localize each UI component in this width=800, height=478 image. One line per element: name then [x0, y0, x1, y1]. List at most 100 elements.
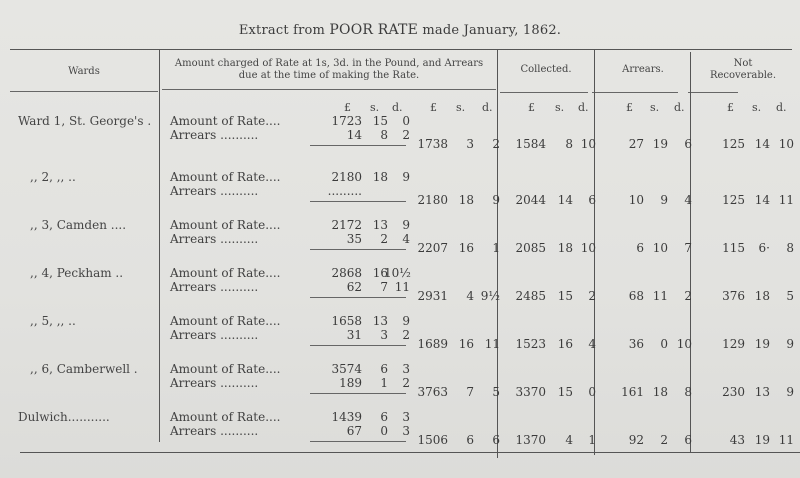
title-caps: POOR RATE [329, 22, 419, 38]
arrears-shillings: 18 [652, 385, 668, 399]
not-recoverable-shillings: 14 [754, 193, 770, 207]
header-collected: Collected. [520, 64, 572, 75]
arrears-due-shillings: 0 [380, 424, 388, 438]
total-pence: 5 [492, 385, 500, 399]
unit-pence-total: d. [482, 101, 493, 114]
arrears-due-shillings: 2 [380, 232, 388, 246]
arrears-pence: 10 [676, 337, 692, 351]
arrears-due-pence: 4 [402, 232, 410, 246]
unit-pence-collected: d. [578, 101, 589, 114]
not-recoverable-pounds: 230 [722, 385, 745, 399]
total-pounds: 2931 [417, 289, 448, 303]
rate-pounds: 1723 [331, 114, 362, 128]
rate-shillings: 6 [380, 362, 388, 376]
collected-pounds: 1584 [515, 137, 546, 151]
arrears-due-label: Arrears .......... [170, 424, 259, 438]
arrears-due-label: Arrears .......... [170, 376, 259, 390]
arrears-due-shillings: 3 [380, 328, 388, 342]
not-recoverable-shillings: 18 [754, 289, 770, 303]
rate-shillings: 13 [372, 218, 388, 232]
wards-header-underline [10, 91, 158, 92]
header-notrec-line1: Not [733, 58, 753, 69]
rate-shillings: 15 [372, 114, 388, 128]
arrears-due-label: Arrears .......... [170, 128, 259, 142]
unit-pence-rate: d. [392, 101, 403, 114]
header-amount-charged: Amount charged of Rate at 1s, 3d. in the… [162, 58, 496, 82]
total-shillings: 7 [466, 385, 474, 399]
rate-shillings: 16 [372, 266, 388, 280]
subtotal-rule [310, 145, 406, 146]
total-pounds: 2207 [417, 241, 448, 255]
amount-header-underline [162, 89, 496, 90]
arrears-due-pounds: ......... [327, 184, 362, 198]
rate-pounds: 1439 [331, 410, 362, 424]
arrears-shillings: 11 [652, 289, 668, 303]
arrears-shillings: 19 [652, 137, 668, 151]
rate-pounds: 3574 [331, 362, 362, 376]
collected-pence: 10 [580, 137, 596, 151]
arrears-shillings: 0 [660, 337, 668, 351]
unit-shillings-total: s. [456, 101, 466, 114]
total-shillings: 3 [466, 137, 474, 151]
collected-pence: 0 [588, 385, 596, 399]
subtotal-rule [310, 249, 406, 250]
collected-shillings: 15 [557, 289, 573, 303]
header-notrec-line2: Recoverable. [709, 70, 777, 81]
rate-pence: 9 [402, 170, 410, 184]
arrears-due-pounds: 14 [346, 128, 362, 142]
top-rule [10, 49, 792, 50]
not-recoverable-pence: 10 [778, 137, 794, 151]
unit-pound-collected: £ [528, 101, 535, 114]
arrears-due-pounds: 31 [346, 328, 362, 342]
amount-of-rate-label: Amount of Rate.... [170, 170, 281, 184]
rate-pounds: 2172 [331, 218, 362, 232]
not-recoverable-pence: 11 [778, 193, 794, 207]
not-recoverable-shillings: 13 [754, 385, 770, 399]
not-recoverable-pounds: 125 [722, 137, 745, 151]
header-wards: Wards [68, 66, 100, 77]
notrec-header-underline [688, 92, 738, 93]
rate-shillings: 13 [372, 314, 388, 328]
total-pounds: 2180 [417, 193, 448, 207]
title-suffix: made January, 1862. [418, 23, 562, 38]
collected-header-underline [500, 92, 588, 93]
arrears-due-shillings: 7 [380, 280, 388, 294]
collected-pounds: 2044 [515, 193, 546, 207]
column-divider-wards [159, 50, 160, 442]
arrears-due-pence: 2 [402, 128, 410, 142]
amount-of-rate-label: Amount of Rate.... [170, 218, 281, 232]
rate-pounds: 2180 [331, 170, 362, 184]
total-pence: 11 [484, 337, 500, 351]
not-recoverable-shillings: 6· [758, 241, 770, 255]
total-shillings: 16 [458, 337, 474, 351]
rate-pence: 9 [402, 314, 410, 328]
total-pence: 6 [492, 433, 500, 447]
arrears-due-label: Arrears .......... [170, 184, 259, 198]
collected-shillings: 14 [557, 193, 573, 207]
unit-shillings-collected: s. [555, 101, 565, 114]
total-pounds: 1506 [417, 433, 448, 447]
not-recoverable-pence: 11 [778, 433, 794, 447]
arrears-due-label: Arrears .......... [170, 328, 259, 342]
not-recoverable-pounds: 129 [722, 337, 745, 351]
arrears-due-pounds: 62 [346, 280, 362, 294]
arrears-due-pounds: 35 [346, 232, 362, 246]
unit-pound-total: £ [430, 101, 437, 114]
arrears-due-pounds: 67 [346, 424, 362, 438]
unit-pence-arrears: d. [674, 101, 685, 114]
arrears-pounds: 27 [628, 137, 644, 151]
not-recoverable-pence: 9 [786, 337, 794, 351]
arrears-due-pence: 2 [402, 376, 410, 390]
subtotal-rule [310, 345, 406, 346]
collected-pounds: 3370 [515, 385, 546, 399]
not-recoverable-shillings: 19 [754, 433, 770, 447]
ward-name: ,, 3, Camden .... [30, 218, 127, 232]
total-pence: 2 [492, 137, 500, 151]
header-amount-line2: due at the time of making the Rate. [238, 70, 420, 81]
ward-name: ,, 5, ,, .. [30, 314, 76, 328]
collected-pounds: 2485 [515, 289, 546, 303]
arrears-due-shillings: 1 [380, 376, 388, 390]
amount-of-rate-label: Amount of Rate.... [170, 266, 281, 280]
collected-pence: 6 [588, 193, 596, 207]
ward-name: ,, 2, ,, .. [30, 170, 76, 184]
